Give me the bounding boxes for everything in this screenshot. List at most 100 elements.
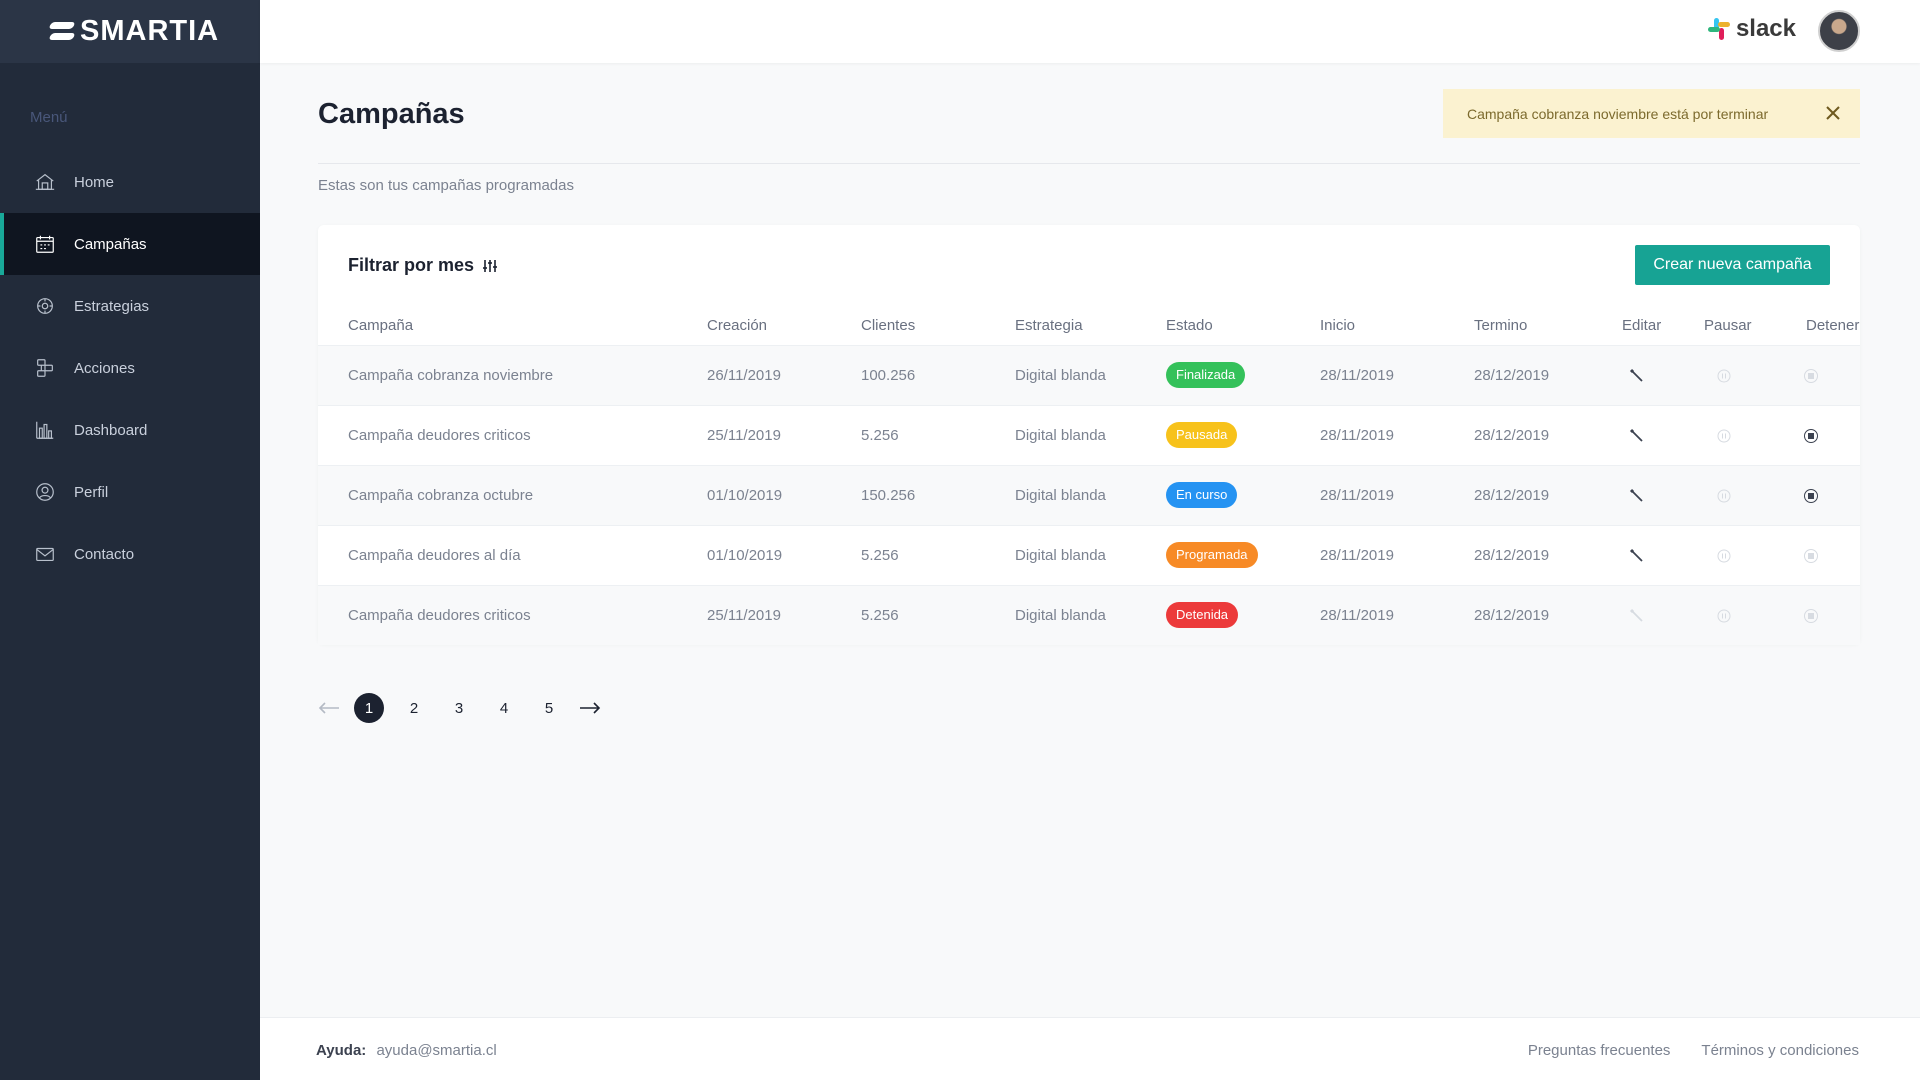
notification-text: Campaña cobranza noviembre está por term…: [1467, 105, 1769, 122]
slack-label: slack: [1735, 15, 1796, 42]
sidebar-item-label: Estrategias: [74, 297, 150, 315]
stop-icon[interactable]: [1799, 544, 1823, 568]
filter-by-month[interactable]: Filtrar por mes: [348, 255, 498, 276]
sidebar-item-label: Campañas: [74, 235, 147, 253]
help-email-link[interactable]: ayuda@smartia.cl: [376, 1042, 497, 1059]
created-date: 01/10/2019: [707, 547, 783, 564]
table-row: Campaña deudores criticos 25/11/2019 5.256…: [318, 405, 1860, 465]
help-label: Ayuda:: [316, 1042, 367, 1059]
divider: [318, 163, 1860, 164]
pause-icon[interactable]: [1712, 484, 1736, 508]
sidebar-item-label: Dashboard: [74, 421, 148, 439]
start-date: 28/11/2019: [1320, 547, 1394, 564]
column-header[interactable]: Clientes: [861, 317, 916, 334]
sidebar-item-contacto[interactable]: Contacto: [0, 523, 260, 585]
end-date: 28/12/2019: [1474, 427, 1550, 444]
created-date: 01/10/2019: [707, 487, 783, 504]
stop-icon[interactable]: [1799, 424, 1823, 448]
logo-bar: SMARTIA: [0, 0, 260, 63]
edit-pencil-icon[interactable]: [1625, 364, 1649, 388]
page-subtitle: Estas son tus campañas programadas: [318, 177, 574, 194]
create-campaign-button[interactable]: Crear nueva campaña: [1635, 245, 1830, 285]
pagination: 1 2 3 4 5: [318, 693, 601, 723]
pause-icon[interactable]: [1712, 364, 1736, 388]
slack-icon: [1707, 18, 1730, 40]
column-header[interactable]: Creación: [707, 317, 768, 334]
topbar: slack: [260, 0, 1920, 63]
logo-text: SMARTIA: [80, 15, 220, 47]
page-number[interactable]: 1: [354, 693, 384, 723]
mail-icon: [34, 543, 56, 565]
clients-count: 150.256: [861, 487, 916, 504]
column-header[interactable]: Termino: [1474, 317, 1528, 334]
table-header: Campaña Creación Clientes Estrategia Est…: [318, 317, 1860, 337]
page-number[interactable]: 2: [409, 699, 419, 717]
column-header[interactable]: Inicio: [1320, 317, 1356, 334]
edit-pencil-icon[interactable]: [1625, 544, 1649, 568]
strategy-name: Digital blanda: [1015, 427, 1106, 444]
column-header[interactable]: Campaña: [348, 317, 414, 334]
user-avatar[interactable]: [1818, 10, 1860, 52]
pause-icon[interactable]: [1712, 544, 1736, 568]
sidebar-item-dashboard[interactable]: Dashboard: [0, 399, 260, 461]
calendar-icon: [34, 233, 56, 255]
created-date: 25/11/2019: [707, 607, 781, 624]
column-header[interactable]: Estado: [1166, 317, 1213, 334]
stop-icon[interactable]: [1799, 484, 1823, 508]
slack-integration[interactable]: slack: [1707, 15, 1796, 43]
start-date: 28/11/2019: [1320, 487, 1394, 504]
user-icon: [34, 481, 56, 503]
sidebar-item-acciones[interactable]: Acciones: [0, 337, 260, 399]
sidebar-item-label: Perfil: [74, 483, 109, 501]
next-page-arrow-icon[interactable]: [579, 697, 601, 719]
start-date: 28/11/2019: [1320, 607, 1394, 624]
strategy-name: Digital blanda: [1015, 607, 1106, 624]
column-header[interactable]: Estrategia: [1015, 317, 1083, 334]
table-row: Campaña cobranza noviembre 26/11/2019 100.…: [318, 345, 1860, 405]
status-badge: Programada: [1166, 542, 1258, 568]
sidebar-item-campanas[interactable]: Campañas: [0, 213, 260, 275]
page-number[interactable]: 4: [499, 699, 509, 717]
sidebar-item-label: Contacto: [74, 545, 135, 563]
end-date: 28/12/2019: [1474, 487, 1550, 504]
stop-icon[interactable]: [1799, 364, 1823, 388]
page-number[interactable]: 3: [454, 699, 464, 717]
close-icon[interactable]: [1822, 102, 1844, 124]
strategy-icon: [34, 295, 56, 317]
strategy-name: Digital blanda: [1015, 367, 1106, 384]
prev-page-arrow-icon[interactable]: [318, 697, 340, 719]
sidebar: SMARTIA Menú Home Campañas Estrategias: [0, 0, 260, 1080]
sidebar-item-perfil[interactable]: Perfil: [0, 461, 260, 523]
start-date: 28/11/2019: [1320, 427, 1394, 444]
sidebar-item-home[interactable]: Home: [0, 151, 260, 213]
status-badge: Detenida: [1166, 602, 1239, 628]
menu-title: Menú: [30, 109, 68, 126]
table-row: Campaña deudores al día 01/10/2019 5.256 Di…: [318, 525, 1860, 585]
notification-banner: Campaña cobranza noviembre está por term…: [1443, 89, 1860, 138]
campaign-name[interactable]: Campaña cobranza noviembre: [348, 367, 554, 384]
sidebar-item-estrategias[interactable]: Estrategias: [0, 275, 260, 337]
filter-label: Filtrar por mes: [348, 255, 475, 275]
faq-link[interactable]: Preguntas frecuentes: [1527, 1042, 1671, 1059]
edit-pencil-icon[interactable]: [1625, 424, 1649, 448]
pause-icon[interactable]: [1712, 604, 1736, 628]
column-header: Pausar: [1704, 317, 1752, 334]
end-date: 28/12/2019: [1474, 547, 1550, 564]
edit-pencil-icon[interactable]: [1625, 484, 1649, 508]
pause-icon[interactable]: [1712, 424, 1736, 448]
page-number[interactable]: 5: [544, 699, 554, 717]
page-title: Campañas: [318, 98, 465, 130]
campaign-name[interactable]: Campaña deudores criticos: [348, 427, 531, 444]
terms-link[interactable]: Términos y condiciones: [1701, 1042, 1859, 1059]
logo[interactable]: SMARTIA: [48, 15, 220, 48]
campaign-name[interactable]: Campaña cobranza octubre: [348, 487, 534, 504]
filter-sliders-icon: [483, 259, 498, 272]
sidebar-item-label: Home: [74, 173, 115, 191]
campaign-name[interactable]: Campaña deudores al día: [348, 547, 521, 564]
stop-icon[interactable]: [1799, 604, 1823, 628]
help-contact: Ayuda: ayuda@smartia.cl: [316, 1042, 497, 1059]
table-body: Campaña cobranza noviembre 26/11/2019 100.…: [318, 345, 1860, 645]
status-badge: Pausada: [1166, 422, 1238, 448]
campaign-name[interactable]: Campaña deudores criticos: [348, 607, 531, 624]
edit-pencil-icon[interactable]: [1625, 604, 1649, 628]
